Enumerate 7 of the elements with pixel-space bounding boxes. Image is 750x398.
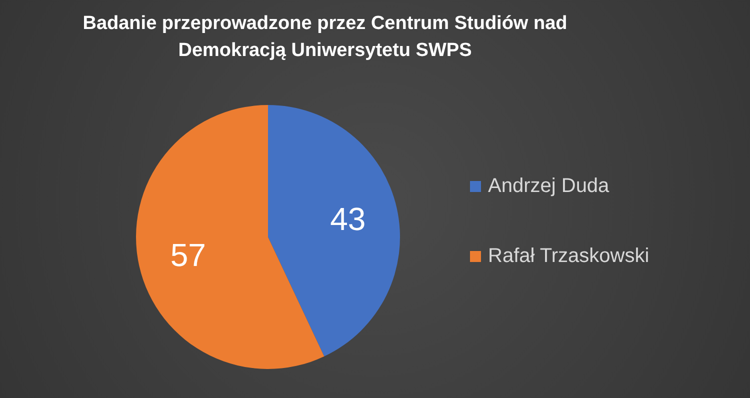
data-label: 43	[330, 201, 366, 238]
legend-label: Rafał Trzaskowski	[488, 244, 650, 268]
pie-slice	[136, 105, 324, 369]
data-label: 57	[170, 236, 206, 273]
chart-title: Badanie przeprowadzone przez Centrum Studiów nad Demokracją Uniwersytetu SWPS	[82, 12, 568, 63]
pie-slice	[268, 105, 400, 356]
legend-label: Andrzej Duda	[488, 174, 610, 198]
